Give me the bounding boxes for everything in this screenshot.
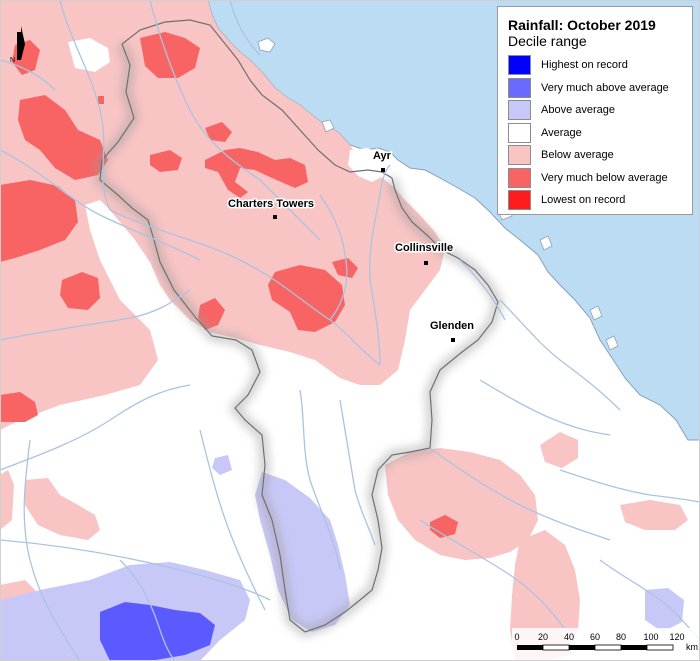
legend-label: Highest on record — [541, 59, 628, 72]
scale-tick-label: 0 — [514, 632, 519, 642]
scale-bar-segments — [517, 644, 674, 651]
legend-swatch — [508, 190, 531, 211]
legend-title: Rainfall: October 2019 — [508, 17, 656, 33]
place-marker — [451, 338, 455, 342]
legend: Rainfall: October 2019 Decile range High… — [497, 6, 693, 215]
scale-tick-label: 60 — [590, 632, 600, 642]
place-ayr: Ayr — [372, 149, 393, 172]
scale-tick-label: 40 — [564, 632, 574, 642]
place-charters-towers: Charters Towers — [227, 197, 316, 219]
legend-swatch — [508, 145, 531, 166]
legend-label: Very much below average — [541, 171, 668, 184]
place-label: Glenden — [430, 320, 474, 332]
legend-item-very-much-above-average: Very much above average — [508, 77, 684, 100]
legend-item-average: Average — [508, 122, 684, 145]
legend-swatch — [508, 122, 531, 143]
legend-label: Average — [541, 126, 582, 139]
legend-swatch — [508, 55, 531, 76]
legend-label: Below average — [541, 149, 614, 162]
scale-tick-label: 120 — [669, 632, 684, 642]
scale-unit: km — [686, 642, 698, 652]
legend-swatch — [508, 77, 531, 98]
legend-swatch — [508, 167, 531, 188]
place-label: Charters Towers — [228, 198, 314, 210]
legend-item-highest-on-record: Highest on record — [508, 54, 684, 77]
place-label: Ayr — [373, 150, 392, 162]
place-label: Collinsville — [395, 242, 453, 254]
legend-label: Lowest on record — [541, 194, 626, 207]
place-marker — [424, 261, 428, 265]
average-areas — [68, 38, 385, 182]
scale-tick-label: 20 — [538, 632, 548, 642]
legend-label: Very much above average — [541, 81, 669, 94]
legend-item-below-average: Below average — [508, 144, 684, 167]
legend-label: Above average — [541, 104, 615, 117]
place-collinsville: Collinsville — [394, 241, 455, 265]
place-marker — [273, 215, 277, 219]
region-boundary-north — [121, 19, 393, 179]
place-glenden: Glenden — [429, 319, 476, 342]
legend-item-above-average: Above average — [508, 99, 684, 122]
legend-item-very-much-below-average: Very much below average — [508, 167, 684, 190]
place-marker — [381, 168, 385, 172]
very-much-above-average-area — [100, 602, 215, 661]
legend-item-lowest-on-record: Lowest on record — [508, 189, 684, 212]
north-arrow-label: N — [10, 57, 15, 64]
north-arrow: N — [10, 26, 25, 64]
north-arrow-icon — [17, 32, 21, 60]
scale-bar: 0 20 40 60 80 100 120 km — [512, 628, 700, 661]
legend-swatch — [508, 100, 531, 121]
scale-tick-label: 80 — [616, 632, 626, 642]
scale-tick-label: 100 — [643, 632, 658, 642]
scale-bar-background — [512, 628, 700, 661]
legend-subtitle: Decile range — [508, 33, 587, 49]
